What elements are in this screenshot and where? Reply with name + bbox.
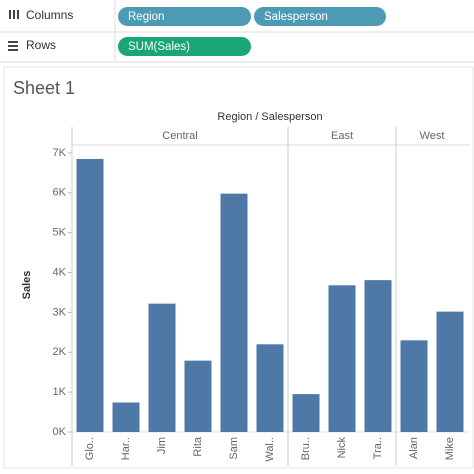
x-tick-label: Alan: [408, 437, 420, 459]
bar: [256, 344, 284, 432]
group-header: East: [331, 130, 353, 142]
pill[interactable]: [254, 7, 386, 26]
group-header: West: [420, 130, 445, 142]
rows-icon: [8, 41, 18, 51]
x-tick-label: Jim: [156, 437, 168, 454]
bar: [436, 311, 464, 432]
x-tick-label: Nick: [336, 437, 348, 459]
bar: [292, 394, 320, 432]
x-tick-label: Bru..: [300, 437, 312, 460]
x-tick-label: Sam: [228, 437, 240, 460]
bar: [400, 340, 428, 432]
y-axis-title: Sales: [21, 271, 33, 300]
pill[interactable]: [118, 37, 251, 56]
pill-text[interactable]: Salesperson: [264, 11, 328, 23]
y-tick-label: 7K: [53, 147, 67, 159]
chart-title: Region / Salesperson: [217, 111, 322, 123]
pill-text[interactable]: Region: [128, 11, 164, 23]
y-tick-label: 2K: [53, 346, 67, 358]
y-tick-label: 1K: [53, 386, 67, 398]
shelf-label: Rows: [26, 38, 56, 52]
shelf-label: Columns: [26, 8, 73, 22]
y-tick-label: 0K: [53, 426, 67, 438]
sheet-title: Sheet 1: [13, 78, 75, 98]
y-tick-label: 3K: [53, 306, 67, 318]
group-header: Central: [162, 130, 197, 142]
x-tick-label: Mike: [444, 437, 456, 460]
bar: [184, 360, 212, 432]
x-tick-label: Rita: [192, 436, 204, 456]
y-tick-label: 4K: [53, 266, 67, 278]
x-tick-label: Har..: [120, 437, 132, 460]
bar: [328, 285, 356, 432]
y-tick-label: 5K: [53, 227, 67, 239]
x-tick-label: Glo..: [84, 437, 96, 460]
bar: [148, 303, 176, 432]
pill-text[interactable]: SUM(Sales): [128, 41, 190, 53]
x-tick-label: Tra..: [372, 437, 384, 459]
bar: [220, 193, 248, 432]
pill[interactable]: [118, 7, 251, 26]
bar: [76, 158, 104, 432]
columns-icon: [9, 10, 19, 19]
x-tick-label: Wal..: [264, 437, 276, 462]
chart: 0K 1K 2K 3K 4K 5K 6K 7K Central Glo.. Har.. Jim Rita…: [53, 127, 470, 466]
bar: [112, 402, 140, 432]
y-tick-label: 6K: [53, 187, 67, 199]
bar: [364, 280, 392, 432]
